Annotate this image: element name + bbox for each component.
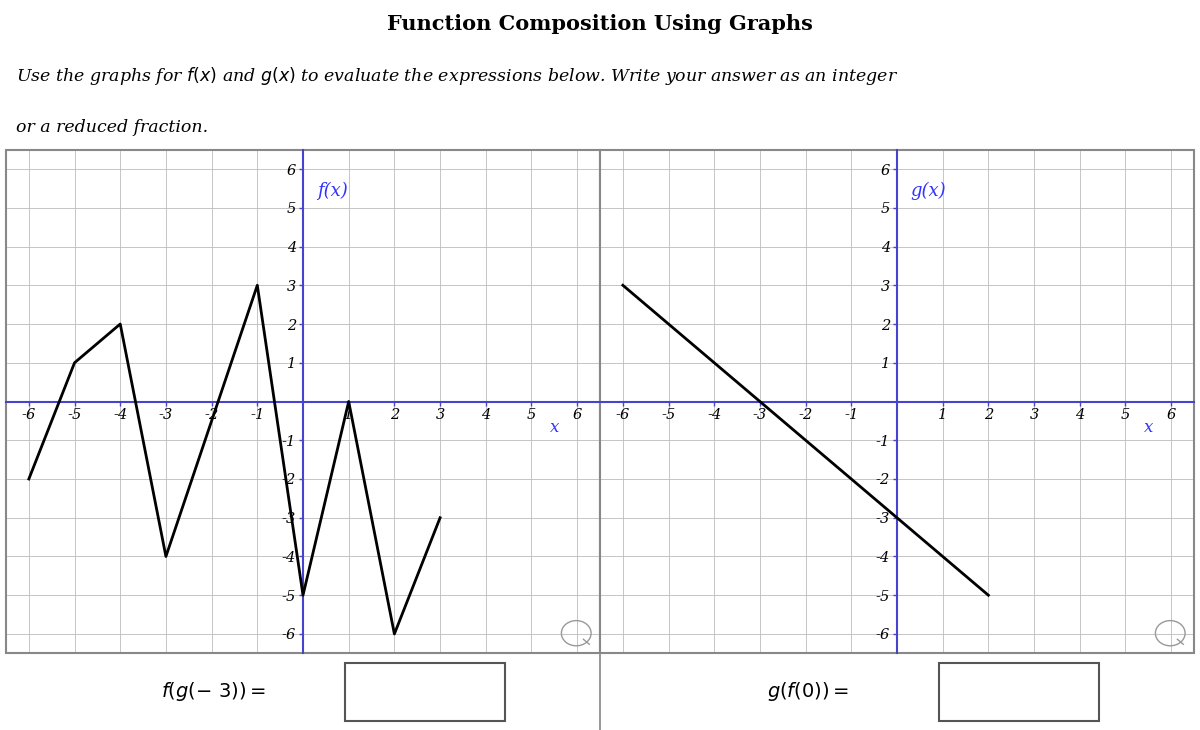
Bar bbox=[938, 663, 1099, 721]
Text: $g(f(0)) =$: $g(f(0)) =$ bbox=[767, 680, 850, 703]
Text: g(x): g(x) bbox=[911, 182, 947, 200]
Bar bbox=[6, 150, 600, 653]
Bar bbox=[344, 663, 505, 721]
Text: Use the graphs for $f(x)$ and $g(x)$ to evaluate the expressions below. Write yo: Use the graphs for $f(x)$ and $g(x)$ to … bbox=[16, 65, 898, 87]
Bar bbox=[600, 150, 1194, 653]
Text: x: x bbox=[1144, 419, 1153, 436]
Text: $f(g(-\ 3)) =$: $f(g(-\ 3)) =$ bbox=[162, 680, 266, 703]
Text: x: x bbox=[550, 419, 559, 436]
Text: f(x): f(x) bbox=[317, 182, 348, 200]
Text: Function Composition Using Graphs: Function Composition Using Graphs bbox=[388, 14, 812, 34]
Text: or a reduced fraction.: or a reduced fraction. bbox=[16, 119, 208, 136]
